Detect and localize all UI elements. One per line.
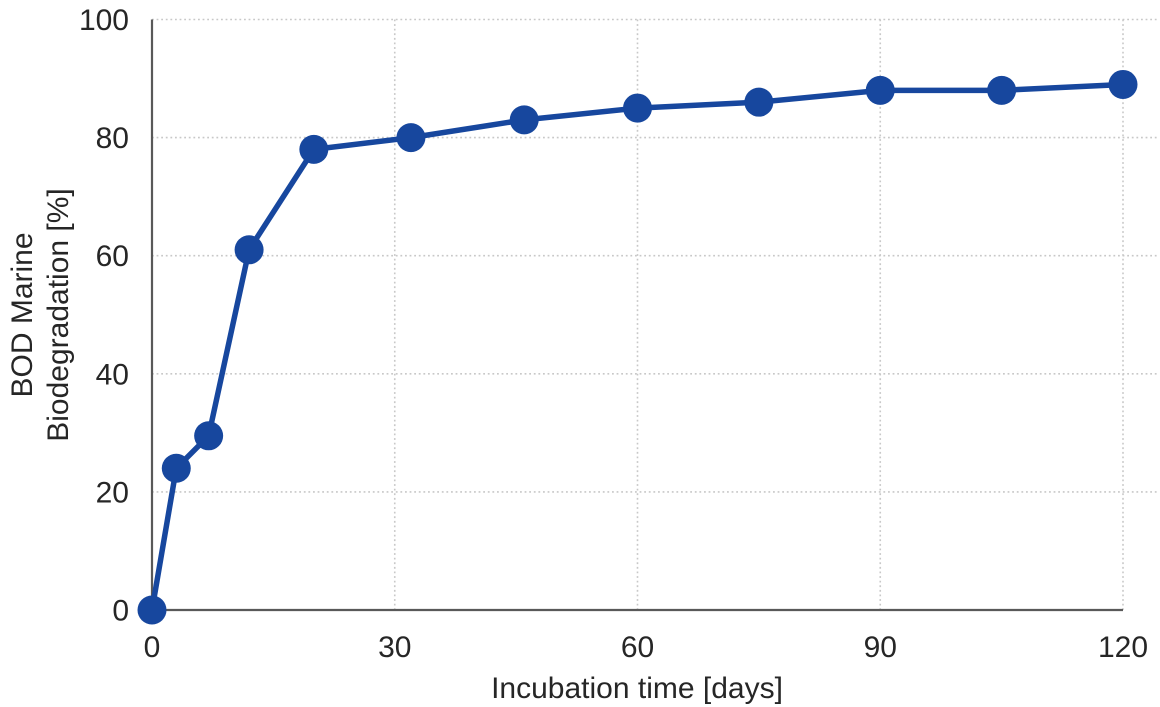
- data-point: [509, 105, 539, 135]
- y-tick-label: 20: [96, 476, 129, 509]
- data-point: [234, 235, 264, 265]
- x-tick-label: 30: [378, 631, 411, 664]
- data-point: [161, 453, 191, 483]
- y-tick-label: 60: [96, 240, 129, 273]
- data-point: [744, 87, 774, 117]
- y-tick-label: 0: [112, 595, 129, 628]
- data-point: [987, 75, 1017, 105]
- x-tick-label: 120: [1098, 631, 1148, 664]
- y-axis-title-line2: Biodegradation [%]: [42, 188, 75, 442]
- x-tick-label: 90: [864, 631, 897, 664]
- y-tick-label: 40: [96, 358, 129, 391]
- data-point: [194, 421, 224, 451]
- series-layer: [137, 69, 1138, 625]
- gridlines-layer: [152, 18, 1157, 610]
- tick-labels-layer: 0 20 40 60 80 100 0 30 60 90 120: [79, 4, 1148, 664]
- y-tick-label: 80: [96, 122, 129, 155]
- x-axis-title: Incubation time [days]: [491, 672, 783, 705]
- x-tick-label: 60: [621, 631, 654, 664]
- y-axis-title-line1: BOD Marine: [6, 232, 39, 397]
- data-point: [865, 75, 895, 105]
- data-point: [623, 93, 652, 123]
- data-point: [1108, 69, 1138, 99]
- data-point: [396, 123, 426, 153]
- x-tick-label: 0: [144, 631, 161, 664]
- y-tick-label: 100: [79, 4, 129, 37]
- data-point: [299, 134, 329, 164]
- data-point: [137, 595, 167, 625]
- axes-layer: [150, 19, 1123, 612]
